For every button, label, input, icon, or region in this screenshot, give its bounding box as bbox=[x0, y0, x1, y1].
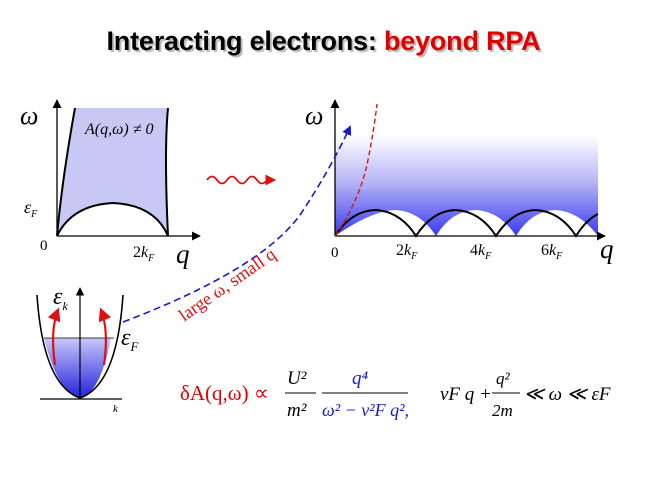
formula-den1: m² bbox=[287, 400, 307, 421]
wavy-arrow bbox=[206, 174, 277, 186]
left-continuum-plot: ω q 0 2kF εF A(q,ω) ≠ 0 bbox=[20, 99, 201, 269]
excitation-arrow-left bbox=[47, 307, 61, 366]
right-origin-label: 0 bbox=[331, 245, 339, 261]
left-upper-boundary-right bbox=[165, 107, 169, 237]
dispersion-fermi-label: εF bbox=[121, 325, 139, 354]
left-omega-label: ω bbox=[20, 101, 38, 130]
right-omega-label: ω bbox=[305, 101, 323, 130]
dispersion-k-label: k bbox=[113, 403, 119, 415]
right-continuum-gradient bbox=[335, 135, 598, 236]
left-q-label: q bbox=[176, 239, 190, 269]
left-epsF-label: εF bbox=[24, 197, 38, 220]
right-arcs bbox=[334, 208, 599, 238]
slide-title: Interacting electrons: beyond RPA bbox=[0, 26, 647, 57]
arrow-label: large ω, small q bbox=[175, 244, 279, 325]
right-6kf-label: 6kF bbox=[541, 242, 563, 262]
title-part2: beyond RPA bbox=[383, 26, 541, 56]
title-part1: Interacting electrons: bbox=[106, 26, 384, 56]
formula-num2: q⁴ bbox=[352, 368, 369, 389]
formula: δA(q,ω) ∝ U² m² q⁴ ω² − v²F q², vF q + q… bbox=[180, 368, 611, 421]
left-lower-boundary bbox=[56, 201, 169, 237]
excitation-arrow-right bbox=[98, 307, 112, 366]
left-upper-boundary-left bbox=[56, 107, 76, 237]
dispersion-eps-label: εk bbox=[53, 284, 68, 313]
formula-cond: vF q + bbox=[440, 384, 492, 405]
left-continuum-region bbox=[57, 108, 168, 236]
parabola bbox=[36, 294, 124, 399]
formula-den2: ω² − v²F q², bbox=[322, 400, 409, 420]
dispersion-plot: εk k εF bbox=[36, 284, 139, 415]
right-continuum-plot: ω q 0 2kF 4kF 6kF bbox=[305, 99, 614, 264]
left-origin-label: 0 bbox=[40, 238, 48, 254]
red-dashed-curve bbox=[334, 103, 378, 237]
formula-cond-tail: ≪ ω ≪ εF bbox=[524, 384, 611, 405]
formula-cond-den: 2m bbox=[492, 401, 513, 420]
left-2kf-label: 2kF bbox=[133, 244, 155, 264]
right-q-label: q bbox=[600, 234, 614, 264]
formula-lhs: δA(q,ω) ∝ bbox=[180, 381, 269, 405]
fermi-sea bbox=[44, 338, 111, 398]
formula-cond-num: q² bbox=[496, 369, 511, 388]
formula-num1: U² bbox=[287, 368, 307, 389]
left-region-label: A(q,ω) ≠ 0 bbox=[84, 121, 154, 138]
right-2kf-label: 2kF bbox=[396, 242, 418, 262]
right-4kf-label: 4kF bbox=[470, 242, 492, 262]
blue-dashed-arrow bbox=[122, 125, 352, 323]
